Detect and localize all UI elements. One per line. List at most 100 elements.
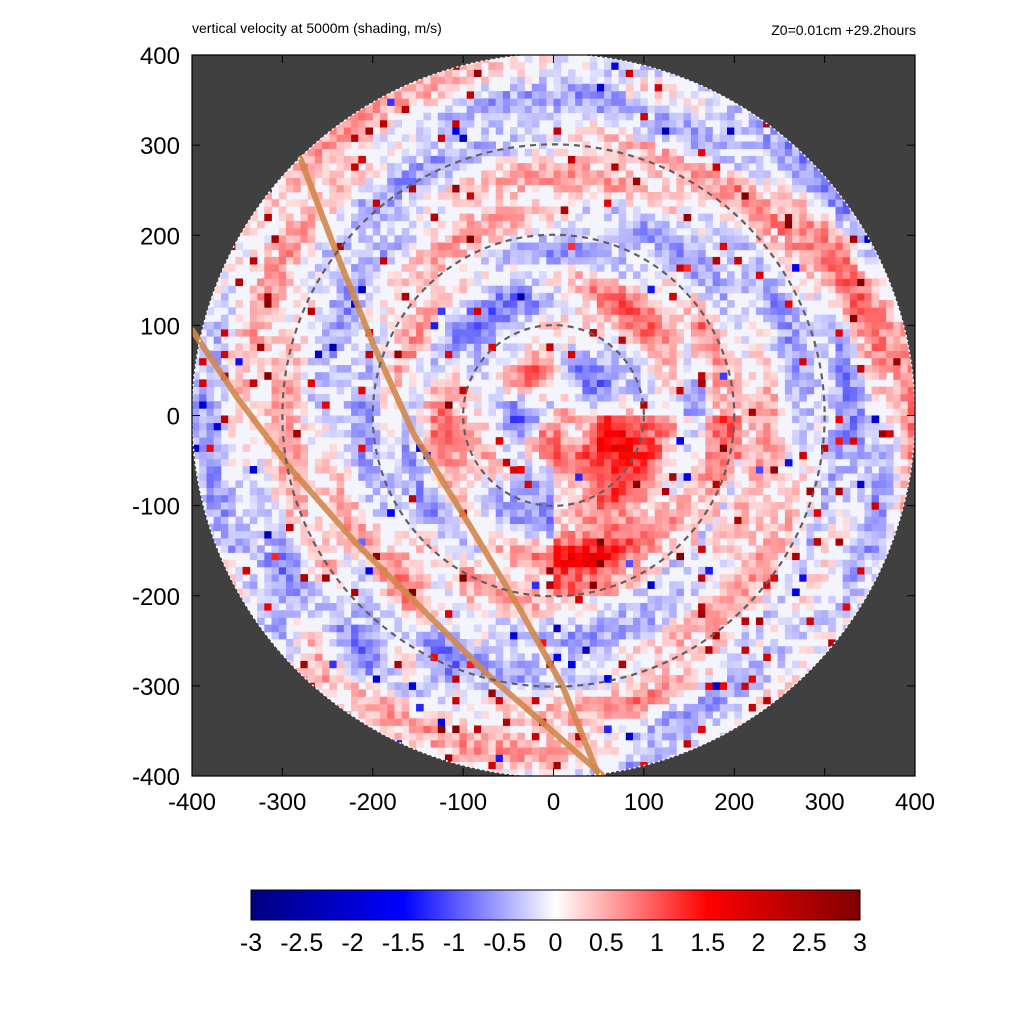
heatmap-cell (669, 242, 677, 251)
heatmap-cell (474, 393, 482, 402)
heatmap-cell (322, 429, 330, 438)
heatmap-cell (640, 141, 648, 150)
heatmap-cell (293, 372, 301, 380)
heatmap-cell (286, 177, 294, 186)
heatmap-cell (690, 321, 699, 330)
heatmap-cell (249, 487, 258, 496)
heatmap-cell (307, 386, 316, 395)
heatmap-cell (495, 256, 504, 265)
heatmap-cell (380, 119, 388, 128)
heatmap-cell (618, 62, 627, 70)
heatmap-cell (531, 415, 540, 424)
heatmap-cell (351, 401, 359, 409)
heatmap-cell (741, 675, 750, 683)
heatmap-cell (560, 300, 569, 308)
heatmap-cell (770, 155, 778, 164)
heatmap-cell (770, 321, 778, 330)
heatmap-cell (430, 530, 439, 539)
heatmap-cell (408, 170, 417, 178)
heatmap-cell (748, 401, 757, 409)
heatmap-cell (568, 184, 576, 193)
heatmap-cell (755, 667, 764, 676)
heatmap-cell (437, 631, 446, 640)
heatmap-cell (633, 566, 641, 575)
heatmap-cell (249, 256, 258, 265)
heatmap-cell (264, 192, 272, 200)
heatmap-cell (502, 249, 511, 258)
heatmap-cell (445, 754, 453, 762)
heatmap-cell (596, 480, 605, 488)
heatmap-cell (452, 112, 460, 121)
heatmap-cell (286, 473, 294, 481)
heatmap-cell (763, 206, 771, 214)
heatmap-cell (633, 761, 641, 770)
heatmap-cell (474, 639, 482, 647)
heatmap-cell (474, 732, 482, 741)
heatmap-cell (401, 314, 410, 323)
heatmap-cell (401, 184, 410, 193)
heatmap-cell (466, 646, 475, 654)
heatmap-cell (676, 509, 684, 517)
heatmap-cell (625, 538, 634, 546)
heatmap-cell (596, 725, 605, 734)
heatmap-cell (365, 559, 374, 568)
heatmap-cell (293, 574, 301, 582)
heatmap-cell (705, 538, 713, 546)
heatmap-cell (314, 516, 323, 524)
heatmap-cell (416, 343, 424, 351)
heatmap-cell (575, 653, 583, 661)
heatmap-cell (220, 415, 229, 424)
heatmap-cell (524, 365, 533, 373)
heatmap-cell (560, 574, 569, 582)
heatmap-cell (495, 372, 504, 380)
heatmap-cell (582, 711, 590, 719)
heatmap-cell (474, 747, 482, 755)
heatmap-cell (423, 401, 431, 409)
heatmap-cell (654, 386, 663, 395)
heatmap-cell (271, 466, 280, 474)
heatmap-cell (351, 545, 359, 553)
heatmap-cell (510, 545, 518, 553)
heatmap-cell (300, 631, 308, 640)
heatmap-cell (640, 278, 648, 287)
heatmap-cell (560, 357, 569, 366)
heatmap-cell (755, 408, 764, 416)
heatmap-cell (502, 574, 511, 582)
heatmap-cell (437, 285, 446, 294)
heatmap-cell (712, 357, 721, 366)
heatmap-cell (351, 112, 359, 121)
heatmap-cell (286, 595, 294, 604)
heatmap-cell (531, 357, 540, 366)
heatmap-cell (770, 639, 778, 647)
heatmap-cell (755, 660, 764, 669)
heatmap-cell (524, 386, 533, 395)
heatmap-cell (322, 451, 330, 460)
heatmap-cell (358, 213, 366, 222)
heatmap-cell (770, 466, 778, 474)
heatmap-cell (596, 105, 605, 114)
heatmap-cell (459, 545, 468, 553)
heatmap-cell (531, 127, 540, 135)
heatmap-cell (199, 336, 207, 344)
heatmap-cell (481, 285, 489, 294)
heatmap-cell (481, 639, 489, 647)
heatmap-cell (748, 155, 757, 164)
heatmap-cell (387, 566, 395, 575)
heatmap-cell (264, 538, 272, 546)
heatmap-cell (748, 127, 757, 135)
heatmap-cell (531, 545, 540, 553)
heatmap-cell (235, 545, 243, 553)
heatmap-cell (372, 285, 381, 294)
heatmap-cell (763, 494, 771, 503)
heatmap-cell (625, 155, 634, 164)
heatmap-cell (748, 458, 757, 467)
heatmap-cell (242, 379, 251, 387)
heatmap-cell (314, 192, 323, 200)
heatmap-cell (741, 530, 750, 539)
heatmap-cell (510, 91, 518, 99)
heatmap-cell (784, 228, 793, 236)
heatmap-cell (662, 689, 670, 698)
heatmap-cell (546, 170, 554, 178)
heatmap-cell (481, 574, 489, 582)
heatmap-cell (336, 271, 345, 279)
